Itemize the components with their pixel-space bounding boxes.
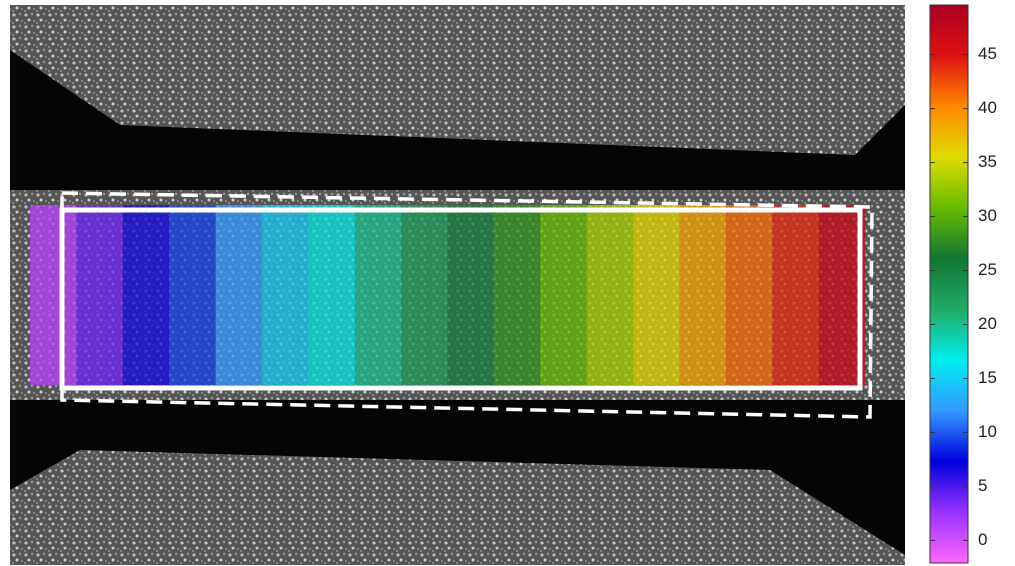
field-column	[30, 205, 77, 385]
field-column	[587, 205, 634, 385]
field-column	[726, 205, 773, 385]
tick-label: 45	[978, 44, 997, 63]
tick-label: 15	[978, 368, 997, 387]
field-column	[401, 205, 448, 385]
tick-label: 30	[978, 206, 997, 225]
tick-label: 35	[978, 152, 997, 171]
tick-label: 40	[978, 98, 997, 117]
field-column	[772, 205, 819, 385]
figure: 0 5 10 15 20 25 30 35 40 45	[0, 0, 1015, 566]
field-column	[123, 205, 170, 385]
field-column	[448, 205, 495, 385]
field-column	[355, 205, 402, 385]
field-column	[679, 205, 726, 385]
field-column	[216, 205, 263, 385]
field-column	[494, 205, 541, 385]
field-column	[262, 205, 309, 385]
tick-label: 20	[978, 314, 997, 333]
field-column	[633, 205, 680, 385]
field-column	[169, 205, 216, 385]
field-column	[76, 205, 123, 385]
tick-label: 5	[978, 476, 987, 495]
colorbar	[930, 5, 968, 563]
displacement-field	[30, 205, 866, 385]
field-column	[308, 205, 355, 385]
tick-label: 25	[978, 260, 997, 279]
tick-label: 0	[978, 530, 987, 549]
field-column	[540, 205, 587, 385]
tick-label: 10	[978, 422, 997, 441]
